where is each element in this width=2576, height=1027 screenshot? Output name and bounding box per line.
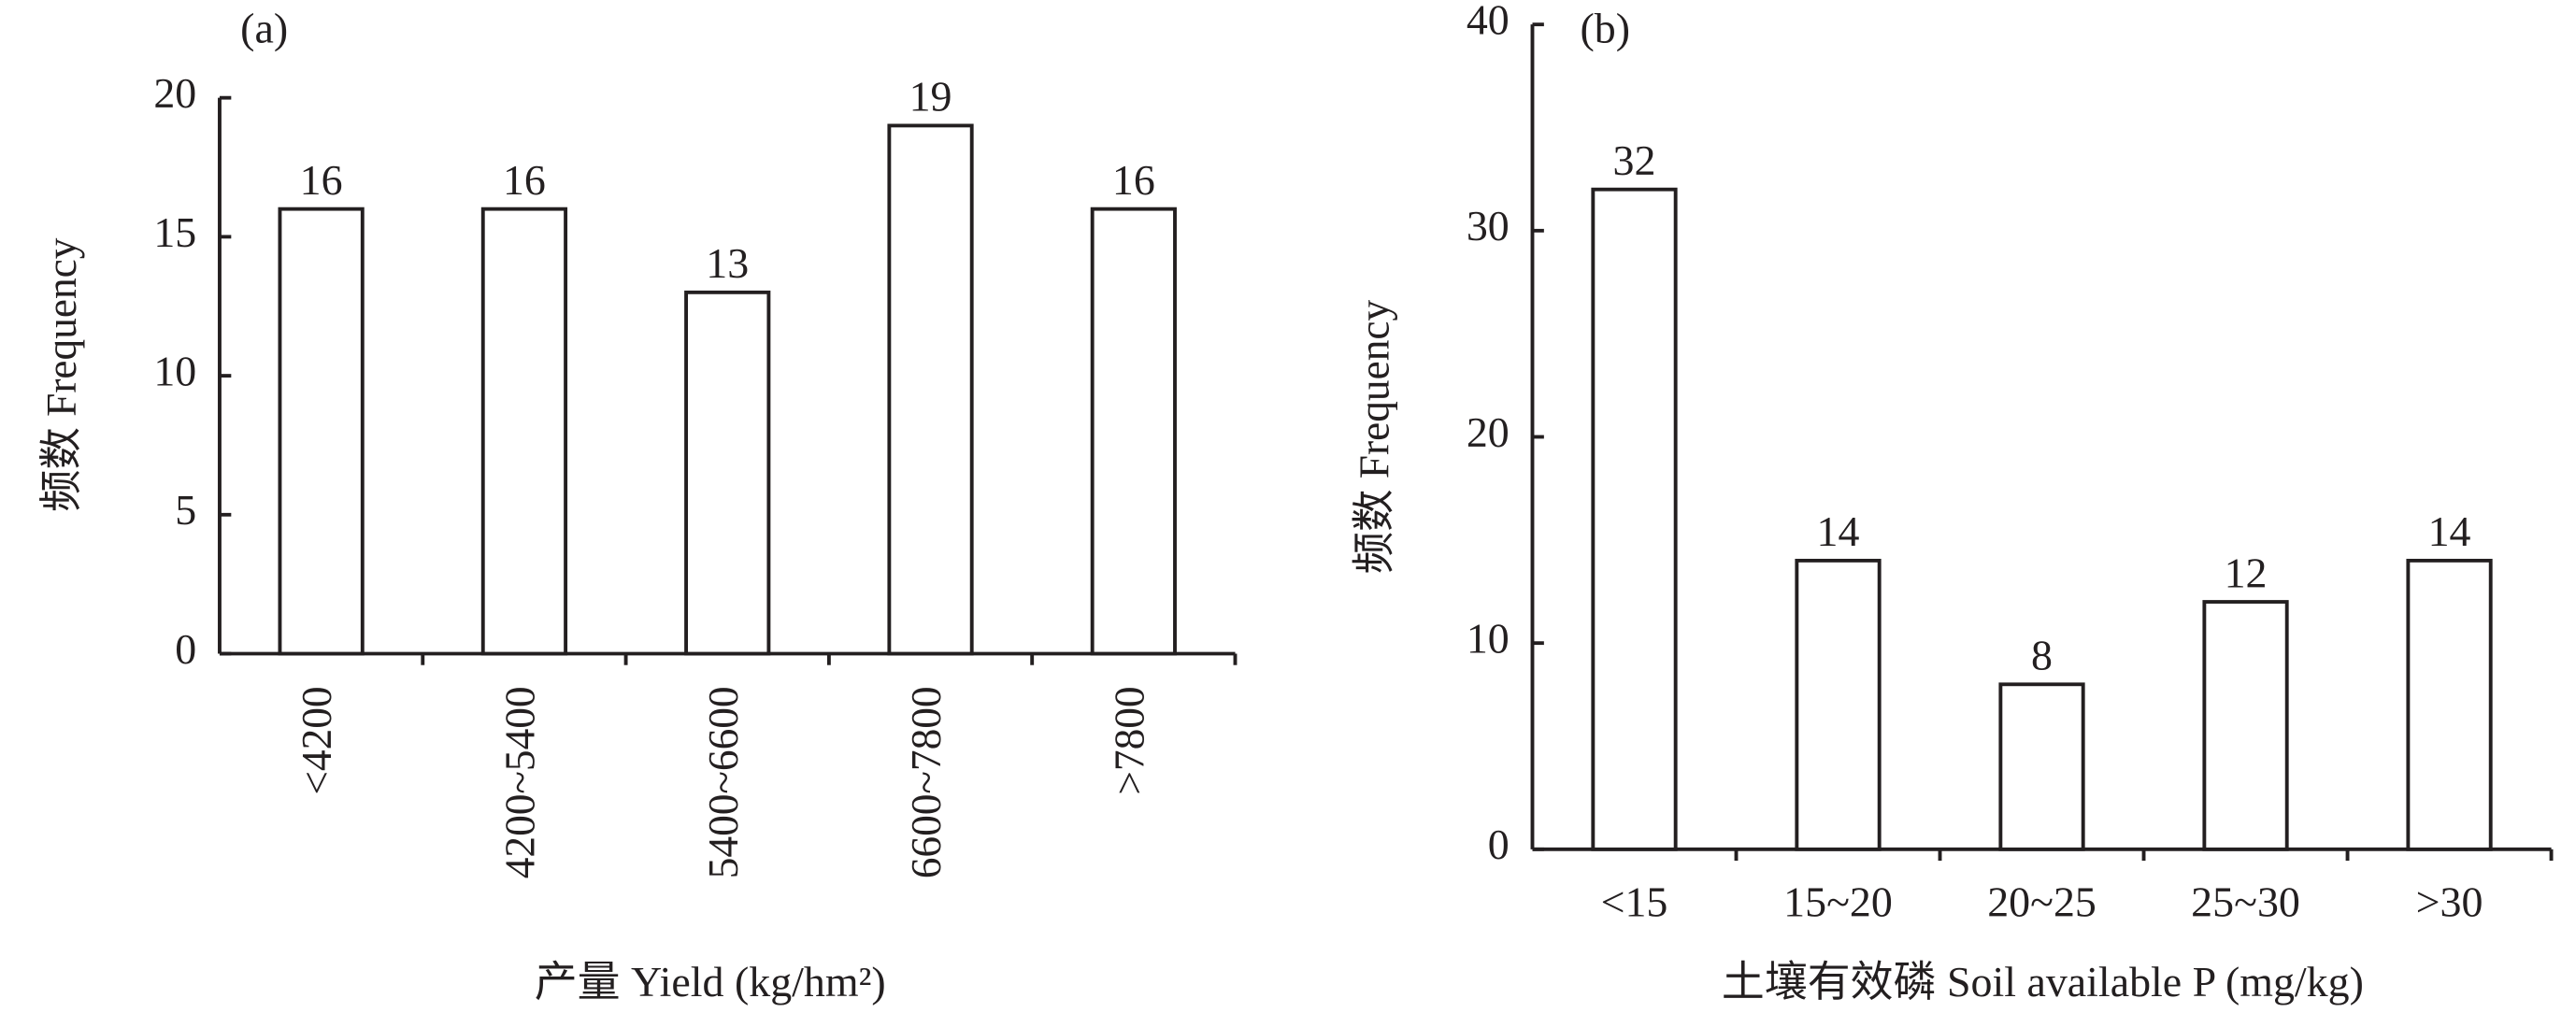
data-label: 32 (1613, 136, 1656, 184)
data-label: 16 (503, 156, 546, 204)
x-axis-label: 土壤有效磷 Soil available P (mg/kg) (1722, 958, 2364, 1006)
data-label: 14 (1817, 507, 1860, 555)
x-tick-label: 25~30 (2191, 878, 2300, 926)
x-tick-label: 4200~5400 (495, 686, 543, 878)
x-tick-label: >30 (2416, 878, 2483, 926)
bar (1998, 682, 2085, 851)
y-tick-label: 20 (1467, 408, 1510, 456)
y-tick-label: 15 (153, 208, 196, 256)
bar (480, 207, 568, 656)
data-label: 8 (2031, 632, 2053, 679)
bar (2406, 558, 2493, 851)
y-tick-label: 20 (153, 69, 196, 117)
y-tick-label: 10 (1467, 615, 1510, 663)
y-axis-label: 频数 Frequency (37, 237, 85, 512)
x-tick-label: 5400~6600 (699, 686, 747, 878)
bar (1795, 558, 1882, 851)
data-label: 14 (2428, 507, 2471, 555)
data-label: 13 (706, 239, 749, 287)
bar (278, 207, 365, 656)
figure-body: (a) 0 5 10 15 20 16 <4200 16 4200~5400 13 5400~6600… (37, 0, 2554, 1006)
data-label: 16 (300, 156, 343, 204)
bar (1090, 207, 1177, 656)
y-tick-label: 30 (1467, 202, 1510, 250)
bar (887, 123, 974, 656)
x-tick-label: <4200 (293, 686, 340, 794)
x-tick-label: >7800 (1105, 686, 1152, 794)
panel-label: (a) (240, 5, 288, 52)
y-axis-label: 频数 Frequency (1350, 300, 1397, 575)
bar (2202, 600, 2289, 851)
y-tick-label: 0 (1488, 820, 1510, 868)
y-tick-label: 10 (153, 348, 196, 395)
y-tick-label: 5 (175, 486, 196, 534)
panel-label: (b) (1580, 5, 1630, 52)
x-tick-label: <15 (1601, 878, 1668, 926)
x-tick-label: 20~25 (1987, 878, 2097, 926)
y-tick-label: 40 (1467, 0, 1510, 44)
x-tick-label: 15~20 (1783, 878, 1893, 926)
data-label: 19 (909, 73, 952, 121)
data-label: 12 (2225, 549, 2268, 597)
data-label: 16 (1112, 156, 1155, 204)
x-axis-label: 产量 Yield (kg/hm²) (535, 958, 886, 1006)
bar (1591, 187, 1678, 851)
y-tick-label: 0 (175, 625, 196, 673)
x-tick-label: 6600~7800 (902, 686, 950, 878)
bar (684, 290, 771, 656)
